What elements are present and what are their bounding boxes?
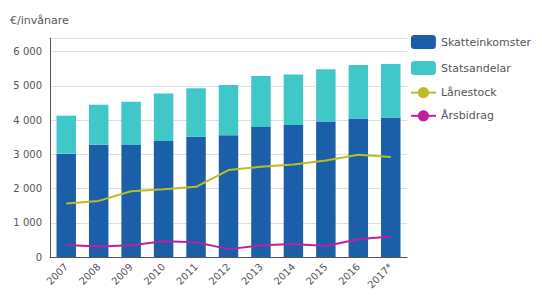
svg-text:2009: 2009 <box>109 261 135 287</box>
svg-text:€/invånare: €/invånare <box>10 14 69 27</box>
svg-text:2017*: 2017* <box>365 261 394 290</box>
svg-text:2011: 2011 <box>174 261 200 287</box>
svg-text:4 000: 4 000 <box>13 115 42 126</box>
svg-text:2 000: 2 000 <box>13 183 42 194</box>
svg-text:2007: 2007 <box>44 261 70 287</box>
svg-text:2016: 2016 <box>336 261 362 287</box>
svg-text:Statsandelar: Statsandelar <box>441 62 511 75</box>
svg-text:5 000: 5 000 <box>13 80 42 91</box>
svg-text:1 000: 1 000 <box>13 217 42 228</box>
svg-text:3 000: 3 000 <box>13 149 42 160</box>
svg-text:2010: 2010 <box>142 261 168 287</box>
svg-text:2015: 2015 <box>304 261 330 287</box>
svg-text:0: 0 <box>36 252 42 263</box>
svg-text:2008: 2008 <box>77 261 103 287</box>
svg-text:2014: 2014 <box>272 261 298 287</box>
svg-text:Årsbidrag: Årsbidrag <box>441 109 494 122</box>
svg-text:Lånestock: Lånestock <box>441 86 497 99</box>
svg-text:6 000: 6 000 <box>13 46 42 57</box>
svg-text:2012: 2012 <box>207 261 233 287</box>
svg-text:2013: 2013 <box>239 261 265 287</box>
svg-text:Skatteinkomster: Skatteinkomster <box>441 36 532 49</box>
